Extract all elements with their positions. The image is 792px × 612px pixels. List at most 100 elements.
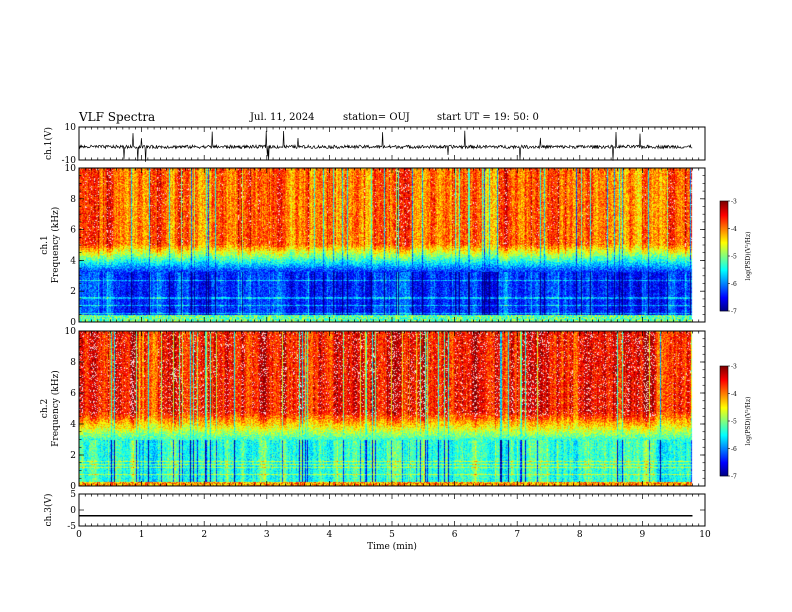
ch1-waveform-line bbox=[78, 130, 693, 162]
ch2-colorbar-slice bbox=[720, 384, 728, 386]
ch1-colorbar-slice bbox=[720, 228, 728, 230]
ch1-colorbar-slice bbox=[720, 203, 728, 205]
ch2-colorbar-slice bbox=[720, 461, 728, 463]
sp2-y-tick-label: 4 bbox=[70, 420, 76, 430]
ch1-colorbar-slice bbox=[720, 232, 728, 234]
ch1-colorbar-slice bbox=[720, 241, 728, 243]
ch1-colorbar-slice bbox=[720, 296, 728, 298]
ch2-colorbar-slice bbox=[720, 425, 728, 427]
ch1-colorbar-slice bbox=[720, 265, 728, 267]
x-tick-label: 2 bbox=[201, 530, 207, 540]
ch2-colorbar-tick-label: -5 bbox=[731, 419, 737, 426]
x-tick-label: 5 bbox=[389, 530, 395, 540]
ch3-y-tick-label: -5 bbox=[67, 522, 76, 532]
figure-title: VLF Spectra bbox=[79, 110, 156, 124]
ch1-colorbar-slice bbox=[720, 256, 728, 258]
ch1-colorbar-slice bbox=[720, 209, 728, 211]
ch2-colorbar-slice bbox=[720, 394, 728, 396]
ch1-colorbar-slice bbox=[720, 298, 728, 300]
ch2-colorbar-slice bbox=[720, 420, 728, 422]
ch1-colorbar-slice bbox=[720, 308, 728, 310]
ch1-colorbar-tick-label: -3 bbox=[731, 199, 737, 206]
ch1-colorbar-slice bbox=[720, 230, 728, 232]
ch1-colorbar-slice bbox=[720, 301, 728, 303]
ch1-colorbar-slice bbox=[720, 251, 728, 253]
ch2-colorbar-slice bbox=[720, 371, 728, 373]
ch2-colorbar-slice bbox=[720, 437, 728, 439]
ch1-colorbar-slice bbox=[720, 294, 728, 296]
ch1-colorbar-slice bbox=[720, 287, 728, 289]
ch1-colorbar-slice bbox=[720, 226, 728, 228]
ch1-colorbar-slice bbox=[720, 231, 728, 233]
ch2-colorbar-slice bbox=[720, 439, 728, 441]
ch1-colorbar-tick-label: -5 bbox=[731, 254, 737, 261]
ch2-colorbar-slice bbox=[720, 368, 728, 370]
ch1-colorbar-slice bbox=[720, 223, 728, 225]
ch1-colorbar-slice bbox=[720, 302, 728, 304]
ch1-colorbar-slice bbox=[720, 262, 728, 264]
ch2-colorbar-slice bbox=[720, 376, 728, 378]
ch2-colorbar-slice bbox=[720, 433, 728, 435]
ch1-colorbar-slice bbox=[720, 288, 728, 290]
ch2-colorbar-slice bbox=[720, 403, 728, 405]
ch1-colorbar-slice bbox=[720, 264, 728, 266]
ch2-colorbar-slice bbox=[720, 383, 728, 385]
ch1-colorbar-slice bbox=[720, 297, 728, 299]
ch2-colorbar-slice bbox=[720, 438, 728, 440]
ch1-colorbar-slice bbox=[720, 280, 728, 282]
ch1-colorbar-slice bbox=[720, 266, 728, 268]
ch1-colorbar-slice bbox=[720, 310, 728, 312]
ch2-colorbar-slice bbox=[720, 367, 728, 369]
ch2-colorbar-slice bbox=[720, 453, 728, 455]
ch1-colorbar-slice bbox=[720, 215, 728, 217]
ch1-colorbar-slice bbox=[720, 253, 728, 255]
ch2-colorbar-slice bbox=[720, 424, 728, 426]
x-tick-label: 3 bbox=[264, 530, 270, 540]
ch2-colorbar-slice bbox=[720, 450, 728, 452]
ch1-colorbar-slice bbox=[720, 260, 728, 262]
ch2-colorbar-slice bbox=[720, 454, 728, 456]
ch1-colorbar-slice bbox=[720, 212, 728, 214]
sp2-y-tick-label: 0 bbox=[70, 482, 76, 492]
ch2-colorbar-slice bbox=[720, 443, 728, 445]
ch2-colorbar-slice bbox=[720, 366, 728, 368]
ch2-colorbar-slice bbox=[720, 434, 728, 436]
x-tick-label: 8 bbox=[577, 530, 583, 540]
ch2-colorbar-slice bbox=[720, 441, 728, 443]
ch2-colorbar-tick-label: -4 bbox=[731, 391, 737, 398]
ch1-colorbar-slice bbox=[720, 270, 728, 272]
ch2-colorbar-slice bbox=[720, 373, 728, 375]
ch1-y-axis-label: ch.1(V) bbox=[43, 127, 54, 160]
ch1-colorbar-slice bbox=[720, 282, 728, 284]
ch2-colorbar-slice bbox=[720, 382, 728, 384]
ch1-colorbar-slice bbox=[720, 306, 728, 308]
ch1-colorbar-slice bbox=[720, 219, 728, 221]
ch2-colorbar-slice bbox=[720, 386, 728, 388]
ch2-colorbar-slice bbox=[720, 385, 728, 387]
ch1-colorbar-slice bbox=[720, 210, 728, 212]
ch1-colorbar-slice bbox=[720, 300, 728, 302]
ch1-colorbar-slice bbox=[720, 284, 728, 286]
ch1-colorbar-slice bbox=[720, 240, 728, 242]
ch2-colorbar-slice bbox=[720, 398, 728, 400]
ch1-colorbar-slice bbox=[720, 225, 728, 227]
sp1-y-tick-label: 0 bbox=[70, 318, 76, 328]
ch1-colorbar-slice bbox=[720, 278, 728, 280]
ch1-colorbar-slice bbox=[720, 279, 728, 281]
ch2-colorbar-slice bbox=[720, 444, 728, 446]
ch2-colorbar-slice bbox=[720, 432, 728, 434]
sp1-y-tick-label: 4 bbox=[70, 256, 76, 266]
ch2-colorbar-slice bbox=[720, 391, 728, 393]
ch2-colorbar-slice bbox=[720, 381, 728, 383]
ch2-colorbar-slice bbox=[720, 471, 728, 473]
ch1-colorbar-slice bbox=[720, 204, 728, 206]
ch2-colorbar-slice bbox=[720, 416, 728, 418]
ch2-colorbar-slice bbox=[720, 377, 728, 379]
ch2-colorbar-slice bbox=[720, 389, 728, 391]
ch2-colorbar-slice bbox=[720, 378, 728, 380]
ch1-colorbar-slice bbox=[720, 268, 728, 270]
x-tick-label: 7 bbox=[514, 530, 520, 540]
ch1-colorbar-slice bbox=[720, 216, 728, 218]
ch2-spectrogram-y-axis-label: Frequency (kHz) bbox=[50, 370, 61, 447]
